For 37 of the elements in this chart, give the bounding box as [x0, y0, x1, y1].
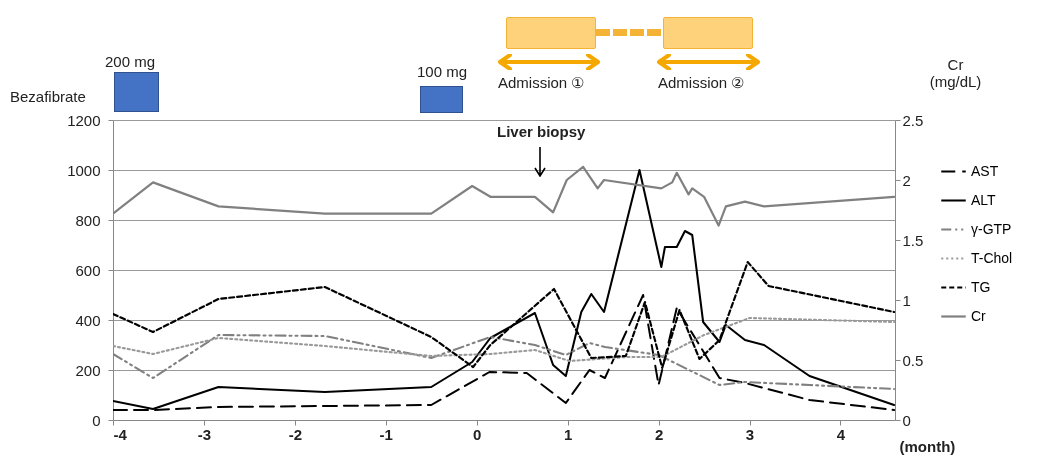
x-tick-label: 4 — [836, 425, 846, 443]
x-tick-label: 2 — [654, 425, 664, 443]
y2-tick-label: 2 — [902, 171, 911, 189]
annotation: Liver biopsy — [497, 123, 586, 140]
y2-tick-label: 2.5 — [902, 111, 924, 129]
legend-label: γ-GTP — [971, 220, 1012, 237]
text: 100 mg — [417, 63, 468, 80]
legend-label: T-Chol — [971, 249, 1013, 266]
legend-label: ALT — [971, 191, 997, 208]
y-tick-label: 1200 — [67, 111, 101, 129]
text: Admission ② — [658, 74, 745, 92]
y2-axis-title: Cr (mg/dL) — [929, 55, 982, 90]
x-tick-label: -1 — [379, 425, 393, 443]
legend-label: TG — [971, 278, 991, 295]
y2-tick-label: 0 — [902, 411, 911, 429]
x-tick-label: -2 — [288, 425, 303, 443]
y-tick-label: 0 — [92, 411, 101, 429]
legend-label: AST — [971, 162, 999, 179]
x-tick-label: 0 — [473, 425, 482, 443]
text: 200 mg — [105, 53, 156, 70]
x-tick-label: -4 — [113, 425, 128, 443]
y2-tick-label: 1.5 — [902, 231, 924, 249]
y-tick-label: 400 — [75, 311, 101, 329]
y2-tick-label: 0.5 — [902, 351, 924, 369]
text: Bezafibrate — [10, 88, 86, 105]
y-tick-label: 1000 — [67, 161, 101, 179]
text: Admission ① — [498, 74, 585, 92]
x-tick-label: 1 — [563, 425, 573, 443]
line-series — [113, 168, 895, 411]
y-tick-label: 200 — [75, 361, 101, 379]
x-axis-title: (month) — [899, 437, 956, 455]
y2-tick-label: 1 — [902, 291, 911, 309]
x-tick-label: 3 — [745, 425, 755, 443]
legend-label: Cr — [971, 307, 987, 324]
y-tick-label: 600 — [75, 261, 101, 279]
y-tick-label: 800 — [75, 211, 101, 229]
x-tick-label: -3 — [197, 425, 212, 443]
